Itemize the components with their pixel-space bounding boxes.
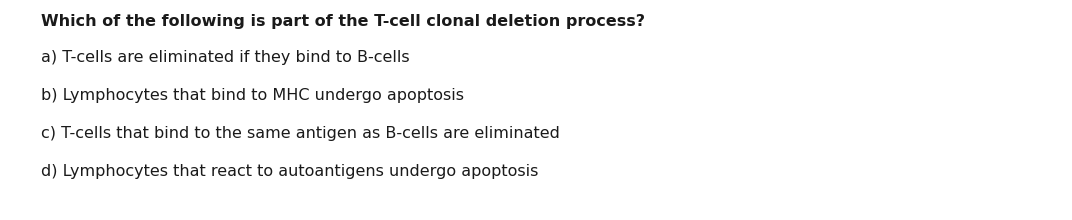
Text: d) Lymphocytes that react to autoantigens undergo apoptosis: d) Lymphocytes that react to autoantigen…	[41, 164, 538, 179]
Text: a) T-cells are eliminated if they bind to B-cells: a) T-cells are eliminated if they bind t…	[41, 50, 410, 65]
Text: Which of the following is part of the T-cell clonal deletion process?: Which of the following is part of the T-…	[41, 14, 644, 29]
Text: c) T-cells that bind to the same antigen as B-cells are eliminated: c) T-cells that bind to the same antigen…	[41, 126, 560, 141]
Text: b) Lymphocytes that bind to MHC undergo apoptosis: b) Lymphocytes that bind to MHC undergo …	[41, 88, 464, 103]
